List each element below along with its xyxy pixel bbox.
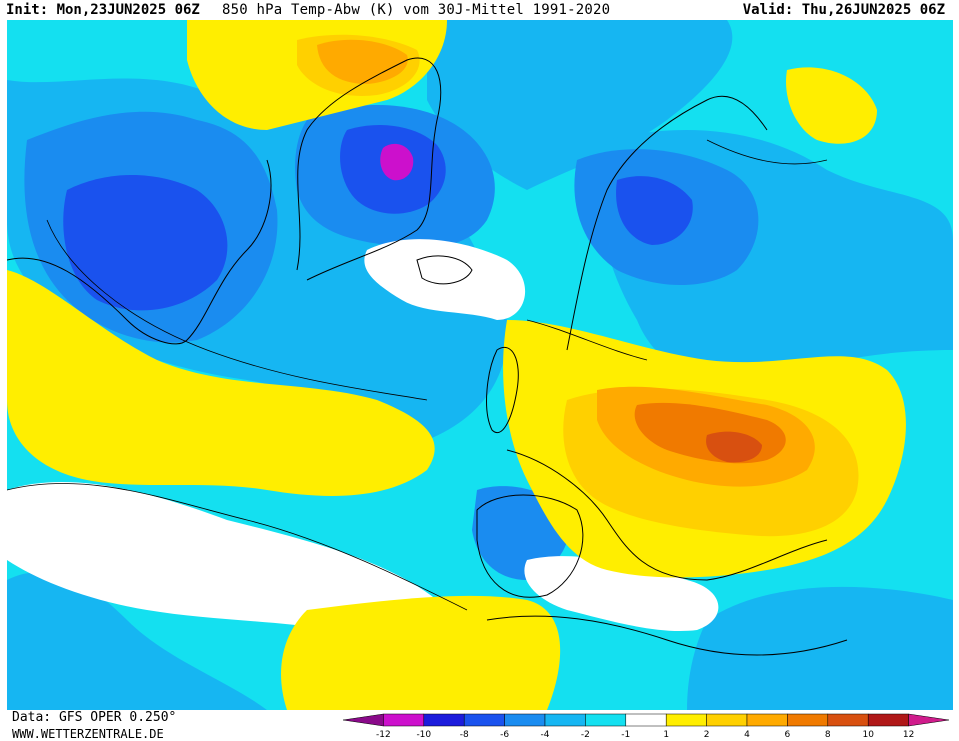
- legend-tick-label: 12: [903, 730, 914, 740]
- anomaly-area-pos1-northeast: [786, 67, 877, 144]
- legend-swatch: [827, 713, 869, 727]
- coastline-europe-south: [506, 449, 828, 581]
- valid-time-label: Valid: Thu,26JUN2025 06Z: [742, 2, 945, 18]
- legend-swatch: [625, 713, 667, 727]
- legend-swatch: [383, 713, 425, 727]
- anomaly-area-neg6-canada: [63, 175, 228, 311]
- coastline-north-america: [7, 159, 272, 345]
- coastlines: [7, 57, 848, 656]
- contour-line-1: [46, 219, 428, 401]
- coastline-scandinavia: [566, 95, 768, 351]
- legend-tick-label: 1: [663, 730, 669, 740]
- legend-tick-label: 2: [704, 730, 710, 740]
- legend-swatch: [746, 713, 788, 727]
- color-scale-legend: -12 -10 -8 -6 -4 -2 -1 1 2 4 6 8 10 12: [342, 713, 950, 740]
- legend-swatch: [463, 713, 505, 727]
- legend-swatch: [665, 713, 707, 727]
- legend-swatch: [423, 713, 465, 727]
- data-source-label: Data: GFS OPER 0.250°: [12, 710, 177, 725]
- anomaly-area-neg6-scandinavia: [616, 176, 693, 245]
- legend-swatch: [544, 713, 586, 727]
- legend-swatch: [342, 713, 384, 727]
- contour-line-3: [526, 319, 648, 361]
- coastline-iberia: [476, 494, 584, 598]
- coastline-british-isles: [486, 347, 519, 433]
- legend-tick-label: 4: [744, 730, 750, 740]
- anomaly-area-pos1-atlantic: [7, 270, 435, 496]
- legend-swatch: [585, 713, 627, 727]
- anomaly-area-neutral-westafrica: [7, 481, 437, 634]
- legend-tick-label: -10: [416, 730, 431, 740]
- legend-swatch: [908, 713, 950, 727]
- map-header: Init: Mon,23JUN2025 06Z 850 hPa Temp-Abw…: [0, 0, 959, 20]
- legend-tick-label: -1: [621, 730, 630, 740]
- map-title: 850 hPa Temp-Abw (K) vom 30J-Mittel 1991…: [222, 2, 611, 18]
- coastline-africa: [486, 615, 848, 656]
- anomaly-area-neg10-core: [380, 143, 414, 181]
- anomaly-area-neg2-southeast: [687, 586, 953, 710]
- legend-tick-label: -4: [541, 730, 550, 740]
- legend-swatch: [706, 713, 748, 727]
- legend-tick-label: 6: [785, 730, 791, 740]
- coastline-greenland: [296, 57, 442, 281]
- anomaly-area-pos4-greenland-north: [317, 39, 408, 84]
- contour-line-4: [706, 139, 828, 165]
- website-label: WWW.WETTERZENTRALE.DE: [12, 727, 164, 741]
- legend-tick-label: 8: [825, 730, 831, 740]
- temperature-anomaly-map: [7, 20, 953, 710]
- legend-tick-label: -12: [376, 730, 391, 740]
- init-time-label: Init: Mon,23JUN2025 06Z: [6, 2, 200, 18]
- anomaly-area-pos1-sahara: [281, 595, 561, 710]
- anomaly-area-neg2-north: [427, 20, 733, 190]
- zero-contours: [7, 139, 828, 611]
- legend-tick-label: 10: [862, 730, 874, 740]
- anomaly-area-pos8-core: [706, 431, 762, 463]
- anomaly-area-neg2-southwest: [7, 572, 267, 710]
- coastline-iceland: [416, 255, 473, 285]
- legend-swatch: [504, 713, 546, 727]
- anomaly-area-neutral-northatlantic: [364, 239, 526, 320]
- contour-line-2: [7, 483, 468, 611]
- legend-tick-label: -6: [500, 730, 509, 740]
- legend-swatch: [787, 713, 829, 727]
- legend-tick-label: -2: [581, 730, 590, 740]
- legend-swatch: [867, 713, 909, 727]
- legend-tick-label: -8: [460, 730, 469, 740]
